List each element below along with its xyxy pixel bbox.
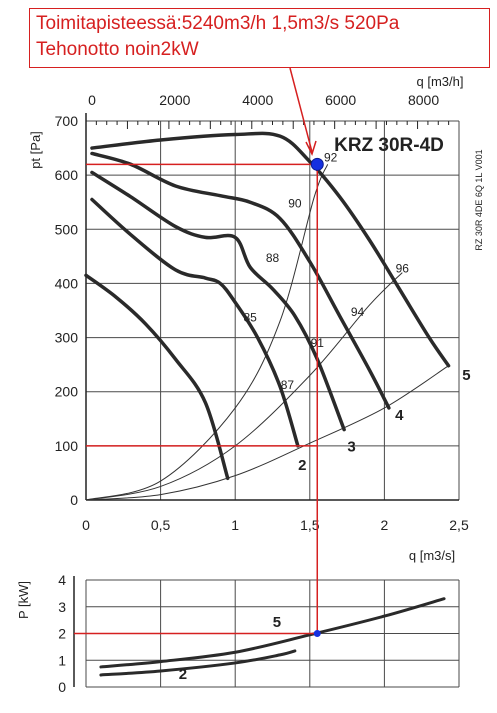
- x-tick-label: 0: [82, 517, 90, 533]
- power-y-tick-label: 0: [58, 679, 66, 695]
- power-curve-label: 5: [273, 614, 281, 631]
- bottom-x-axis-label: q [m3/s]: [409, 548, 455, 563]
- fan-curve-min: [84, 273, 230, 481]
- power-curve-5: [99, 597, 446, 669]
- efficiency-label: 96: [396, 262, 410, 276]
- y-axis-label: pt [Pa]: [28, 131, 43, 169]
- y-tick-label: 200: [55, 384, 79, 400]
- y-tick-label: 0: [70, 492, 78, 508]
- curve-number-label: 5: [462, 367, 470, 384]
- power-y-tick-label: 4: [58, 572, 66, 588]
- top-x-tick-label: 8000: [408, 92, 439, 108]
- efficiency-label: 87: [281, 378, 295, 392]
- fan-curve-5: [90, 131, 451, 368]
- curve-number-label: 3: [347, 438, 355, 455]
- power-y-tick-label: 2: [58, 626, 66, 642]
- curve-number-label: 4: [395, 407, 404, 424]
- top-x-tick-label: 4000: [242, 92, 273, 108]
- chart-title: KRZ 30R-4D: [334, 135, 444, 156]
- x-tick-label: 0,5: [151, 517, 171, 533]
- y-tick-label: 500: [55, 221, 79, 237]
- top-x-tick-label: 2000: [159, 92, 190, 108]
- x-tick-label: 1: [231, 517, 239, 533]
- power-curve-label: 2: [179, 666, 187, 683]
- power-y-axis-label: P [kW]: [16, 581, 31, 619]
- curve-number-label: 2: [298, 457, 306, 474]
- system-curve-1: [85, 164, 329, 501]
- efficiency-label: 85: [243, 310, 257, 324]
- note-pointer-line: [289, 67, 313, 153]
- top-x-tick-label: 6000: [325, 92, 356, 108]
- system-curve-2: [85, 272, 403, 501]
- top-x-axis-label: q [m3/h]: [417, 74, 464, 89]
- efficiency-label: 94: [351, 305, 365, 319]
- y-tick-label: 300: [55, 330, 79, 346]
- top-x-tick-label: 0: [88, 92, 96, 108]
- y-tick-label: 700: [55, 113, 79, 129]
- system-curve-0: [85, 365, 449, 501]
- note-line-2: Tehonotto noin2kW: [36, 39, 199, 60]
- power-curve-2: [99, 649, 297, 677]
- x-tick-label: 2: [381, 517, 389, 533]
- note-pointer-arrowhead: [305, 140, 317, 157]
- operating-point-dot: [310, 157, 324, 171]
- power-operating-point-dot: [313, 630, 321, 637]
- efficiency-label: 90: [288, 197, 302, 211]
- x-tick-label: 2,5: [449, 517, 469, 533]
- efficiency-label: 92: [324, 151, 338, 165]
- y-tick-label: 400: [55, 275, 79, 291]
- note-line-1: Toimitapisteessä:5240m3/h 1,5m3/s 520Pa: [36, 13, 400, 34]
- fan-curve-4: [90, 151, 391, 410]
- fan-curve-3: [90, 170, 346, 432]
- power-y-tick-label: 1: [58, 652, 66, 668]
- y-tick-label: 600: [55, 167, 79, 183]
- x-tick-label: 1,5: [300, 517, 320, 533]
- y-tick-label: 100: [55, 438, 79, 454]
- efficiency-label: 88: [266, 251, 280, 265]
- fan-curve-2: [90, 197, 300, 448]
- power-y-tick-label: 3: [58, 599, 66, 615]
- operating-point-note: Toimitapisteessä:5240m3/h 1,5m3/s 520Pa …: [29, 8, 490, 68]
- model-code-label: RZ 30R 4DE 6Q 1L V001: [474, 149, 484, 250]
